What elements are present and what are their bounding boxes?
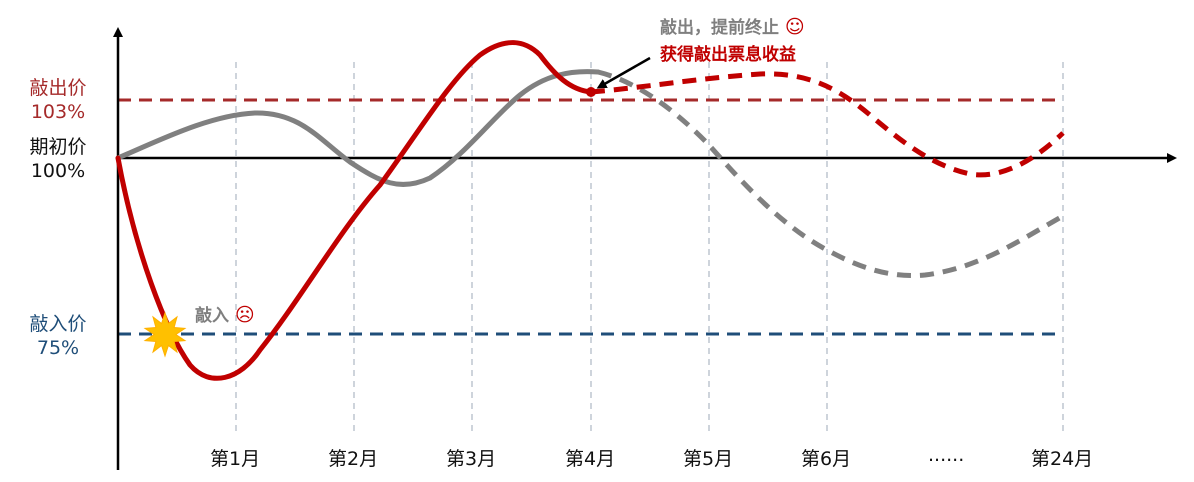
x-tick-month-4: 第4月 (565, 448, 616, 470)
grey-price-path-projected (597, 69, 1065, 278)
x-tick-month-24: 第24月 (1031, 448, 1094, 470)
initial-price-pct: 100% (30, 160, 86, 182)
knock-out-annotation-text: 敲出，提前终止 (660, 18, 779, 38)
knock-out-point (586, 87, 596, 97)
knock-in-pct: 75% (36, 337, 80, 359)
x-tick-month-3: 第3月 (446, 448, 497, 470)
knock-out-arrow (596, 56, 651, 89)
x-tick-month-6: 第6月 (801, 448, 852, 470)
red-price-path-projected (590, 71, 1065, 178)
x-tick-month-5: 第5月 (683, 448, 734, 470)
knock-in-star-icon (143, 311, 187, 358)
knock-in-name: 敲入价 (29, 313, 87, 335)
knock-out-pct: 103% (30, 101, 86, 123)
knock-out-annotation-line1: 敲出，提前终止 ☺ (660, 13, 805, 38)
knock-in-annotation-text: 敲入 (195, 306, 229, 326)
red-price-path (115, 40, 594, 381)
smile-icon: ☺ (784, 16, 805, 38)
knock-in-annotation: 敲入 ☹ (195, 301, 255, 326)
x-tick-month-2: 第2月 (328, 448, 379, 470)
frown-icon: ☹ (234, 304, 255, 326)
x-tick-ellipsis: ...... (928, 444, 965, 466)
initial-price-label: 期初价 100% (22, 135, 94, 183)
grey-price-path (115, 69, 601, 187)
knock-out-annotation-line2: 获得敲出票息收益 (660, 45, 796, 65)
knock-out-name: 敲出价 (29, 77, 87, 99)
knock-in-label: 敲入价 75% (22, 312, 94, 360)
month-gridlines (235, 62, 1064, 432)
x-tick-month-1: 第1月 (210, 448, 261, 470)
knock-out-label: 敲出价 103% (22, 76, 94, 124)
initial-price-name: 期初价 (29, 136, 87, 158)
